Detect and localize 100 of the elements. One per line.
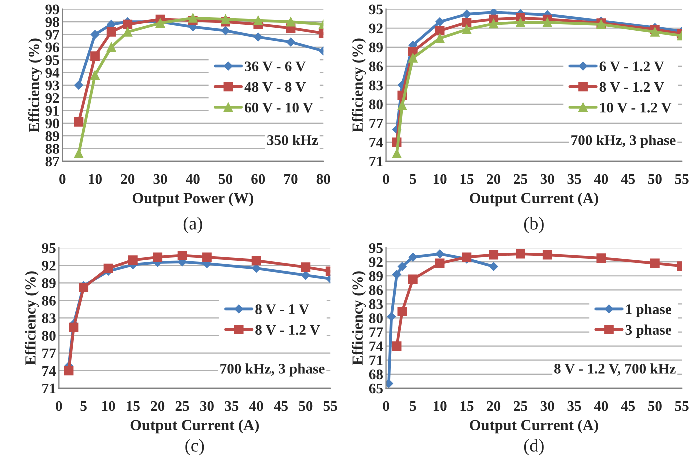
- point: [74, 80, 84, 90]
- y-tick-label: 94: [46, 68, 60, 78]
- point: [489, 250, 499, 260]
- y-tick-label: 71: [42, 384, 56, 394]
- point: [408, 274, 418, 284]
- point: [202, 252, 212, 262]
- y-tick-label: 86: [369, 286, 384, 296]
- y-tick-label: 86: [369, 62, 384, 72]
- text: (c): [186, 439, 204, 456]
- annotation: 700 kHz, 3 phase: [572, 135, 676, 148]
- x-tick-label: 20: [487, 174, 501, 184]
- point: [392, 270, 402, 280]
- y-tick-label: 89: [369, 42, 383, 53]
- point: [650, 258, 660, 268]
- x-tick-label: 55: [675, 174, 689, 184]
- x-tick-label: 50: [648, 174, 662, 184]
- point: [398, 101, 408, 110]
- point: [462, 24, 472, 34]
- x-tick-label: 5: [410, 174, 416, 184]
- y-tick-label: 95: [46, 55, 60, 66]
- x-tick-label: 15: [460, 401, 474, 412]
- x-tick-label: 35: [568, 174, 582, 184]
- point: [462, 10, 472, 19]
- text: (d): [524, 439, 544, 456]
- x-tick-label: 20: [151, 401, 165, 412]
- y-tick-label: 95: [369, 4, 383, 15]
- point: [542, 250, 552, 260]
- y-tick-label: 98: [46, 17, 60, 28]
- text: (a): [184, 217, 202, 234]
- x-tick-label: 15: [127, 401, 140, 412]
- point: [286, 17, 296, 27]
- x-tick-label: 45: [621, 174, 636, 184]
- x-tick-label: 25: [514, 174, 528, 184]
- y-tick-label: 86: [42, 296, 56, 306]
- x-tick-label: 5: [80, 402, 87, 412]
- legend-label: 3 phase: [626, 324, 672, 338]
- point: [436, 18, 445, 26]
- y-tick-label: 95: [42, 243, 56, 254]
- point: [408, 53, 418, 63]
- point: [69, 322, 79, 332]
- x-tick-label: 25: [514, 401, 528, 412]
- x-tick-label: 55: [324, 402, 338, 412]
- point: [462, 18, 472, 28]
- x-tick-label: 30: [540, 174, 554, 184]
- x-tick-label: 5: [410, 402, 416, 412]
- x-tick-label: 25: [176, 401, 190, 412]
- point: [90, 30, 100, 40]
- x-axis-title: Output Current (A): [470, 420, 598, 434]
- x-tick-label: 40: [594, 401, 608, 412]
- y-tick-label: 80: [369, 100, 383, 110]
- point: [74, 117, 84, 127]
- x-tick-label: 80: [316, 174, 330, 184]
- y-tick-label: 90: [46, 118, 60, 129]
- point: [286, 38, 296, 47]
- point: [64, 366, 74, 376]
- annotation: 350 kHz: [268, 135, 318, 146]
- y-tick-label: 83: [369, 300, 384, 310]
- x-tick-label: 50: [299, 401, 313, 412]
- x-tick-label: 20: [487, 401, 501, 412]
- x-tick-label: 45: [274, 401, 288, 412]
- x-tick-label: 30: [540, 401, 554, 412]
- point: [74, 149, 84, 159]
- x-tick-label: 30: [154, 174, 168, 184]
- text: (b): [524, 217, 544, 234]
- point: [301, 271, 310, 280]
- legend-label: 60 V - 10 V: [245, 102, 314, 113]
- x-tick-label: 40: [186, 174, 200, 184]
- y-tick-label: 92: [369, 257, 383, 268]
- point: [650, 27, 660, 37]
- y-tick-label: 87: [46, 156, 60, 167]
- y-tick-label: 96: [46, 42, 60, 53]
- x-tick-label: 15: [460, 174, 474, 184]
- point: [90, 52, 100, 61]
- y-tick-label: 80: [42, 331, 56, 341]
- y-axis-title: Efficiency (%): [352, 272, 366, 366]
- legend-label: 10 V - 1.2 V: [600, 102, 672, 113]
- y-tick-label: 99: [46, 4, 60, 15]
- point: [188, 14, 198, 23]
- point: [128, 256, 138, 266]
- x-tick-label: 20: [121, 174, 135, 184]
- x-tick-label: 50: [219, 174, 232, 184]
- y-tick-label: 88: [46, 144, 60, 154]
- point: [221, 14, 230, 24]
- y-tick-label: 71: [370, 156, 383, 167]
- point: [392, 342, 402, 352]
- point: [254, 32, 263, 42]
- y-tick-label: 95: [369, 243, 383, 254]
- point: [221, 26, 230, 36]
- legend-label: 8 V - 1.2 V: [256, 325, 320, 336]
- point: [392, 149, 402, 159]
- y-tick-label: 97: [46, 30, 60, 40]
- x-tick-label: 55: [675, 402, 689, 412]
- y-tick-label: 83: [369, 80, 384, 91]
- x-tick-label: 10: [434, 174, 447, 184]
- x-tick-label: 40: [249, 401, 264, 412]
- x-tick-label: 35: [225, 401, 239, 412]
- point: [398, 307, 408, 316]
- point: [435, 26, 445, 36]
- x-tick-label: 10: [434, 401, 447, 412]
- point: [387, 312, 396, 322]
